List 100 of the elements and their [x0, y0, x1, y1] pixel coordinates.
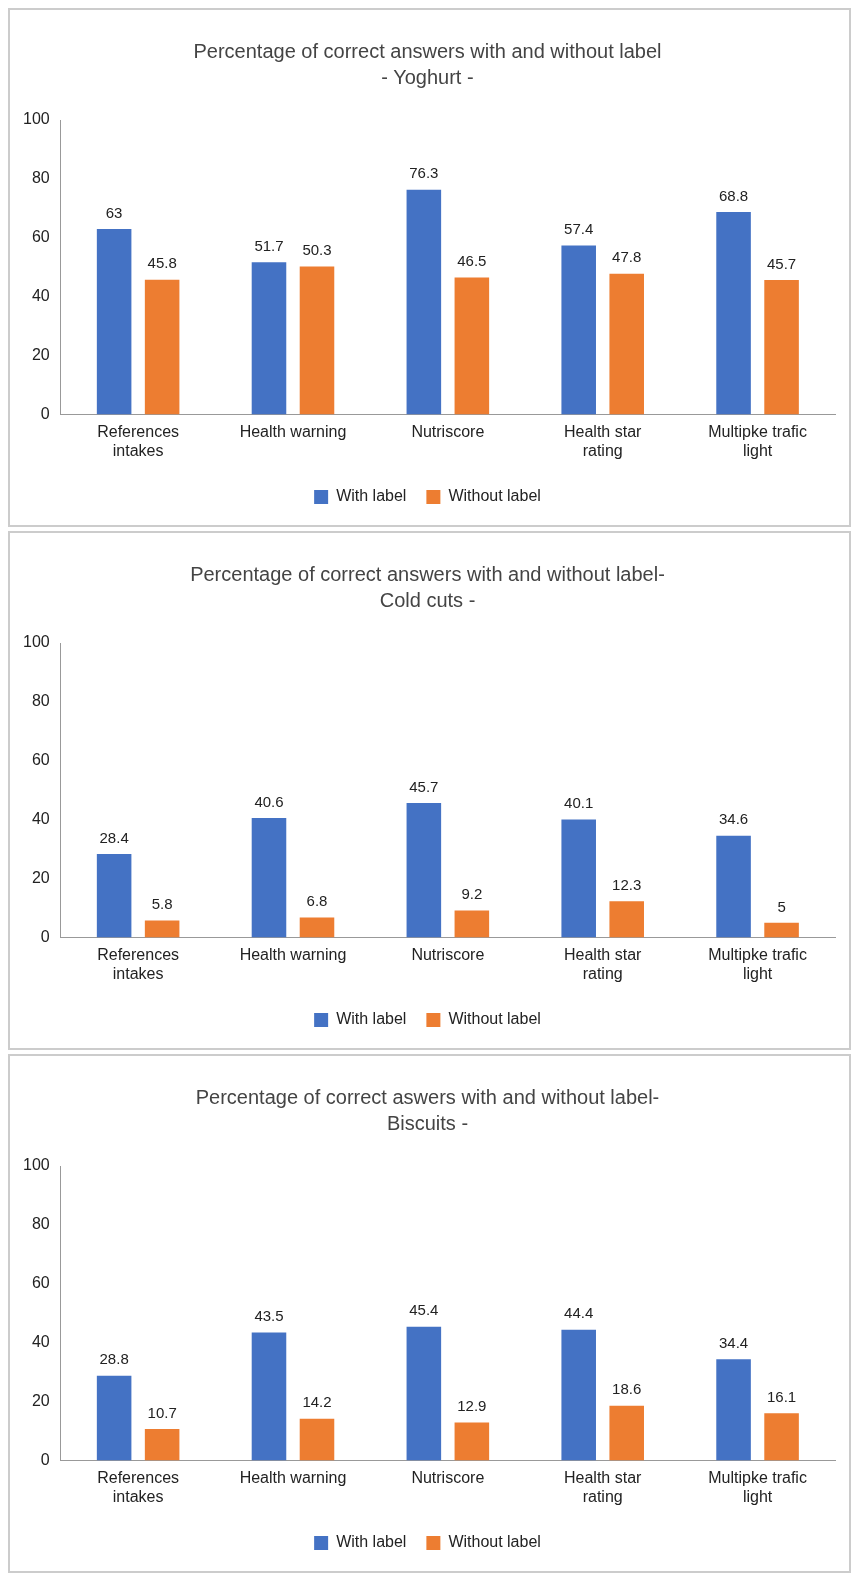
bar [609, 273, 644, 415]
legend-label: Without label [448, 1533, 541, 1551]
x-tick-label: Multipke trafic light [708, 1468, 807, 1505]
data-label: 12.9 [457, 1397, 487, 1415]
bar [764, 1413, 799, 1461]
bar [144, 920, 180, 938]
bar [454, 1422, 490, 1461]
bar [764, 279, 799, 415]
x-tick-label: Multipke trafic light [708, 422, 807, 459]
data-label: 43.5 [254, 1307, 284, 1325]
bar [561, 1329, 596, 1461]
x-tick-label: References intakes [97, 422, 180, 459]
y-tick-label: 40 [31, 810, 50, 828]
data-label: 76.3 [409, 164, 439, 182]
y-tick-label: 0 [40, 405, 50, 423]
data-label: 45.7 [409, 777, 439, 795]
chart-title: Percentage of correct answers with and without label [193, 39, 662, 62]
y-tick-label: 100 [22, 110, 50, 128]
bar [299, 1418, 335, 1461]
bar [406, 1326, 442, 1461]
bar [251, 1332, 287, 1461]
legend-label: With label [336, 1533, 407, 1551]
data-label: 40.6 [254, 792, 284, 810]
data-label: 63 [105, 203, 123, 221]
data-label: 44.4 [564, 1304, 594, 1322]
chart-title: Percentage of correct answers with and without label- [190, 562, 665, 585]
bar [764, 922, 799, 938]
data-label: 28.8 [99, 1350, 129, 1368]
y-tick-label: 40 [31, 1333, 50, 1351]
bar [454, 277, 490, 415]
data-label: 34.4 [718, 1333, 749, 1351]
data-label: 47.8 [612, 248, 642, 266]
data-label: 18.6 [612, 1380, 642, 1398]
y-tick-label: 40 [31, 287, 50, 305]
bar [454, 910, 490, 938]
legend-label: With label [336, 1010, 407, 1028]
data-label: 45.7 [766, 254, 797, 272]
y-tick-label: 0 [40, 1451, 50, 1469]
y-tick-label: 100 [22, 1156, 50, 1174]
x-tick-label: Health warning [239, 945, 347, 963]
bar [251, 817, 287, 938]
legend-label: With label [336, 487, 407, 505]
x-tick-label: Health star rating [564, 422, 643, 459]
bar [609, 1405, 644, 1461]
x-tick-label: References intakes [97, 945, 180, 982]
chart-subtitle: Cold cuts - [379, 588, 476, 611]
y-tick-label: 20 [31, 346, 50, 364]
bar [299, 266, 335, 415]
x-tick-label: Nutriscore [411, 1468, 485, 1486]
x-tick-label: Health warning [239, 1468, 347, 1486]
chart-subtitle: Biscuits - [386, 1111, 469, 1134]
data-label: 51.7 [254, 236, 284, 254]
data-label: 5 [777, 897, 786, 915]
x-tick-label: Health warning [239, 422, 347, 440]
x-tick-label: References intakes [97, 1468, 180, 1505]
y-tick-label: 20 [31, 869, 50, 887]
y-tick-label: 0 [40, 928, 50, 946]
data-label: 10.7 [147, 1403, 177, 1421]
data-label: 12.3 [612, 876, 642, 893]
bar [406, 189, 442, 415]
bar [251, 262, 287, 415]
data-label: 34.6 [718, 810, 749, 828]
y-tick-label: 100 [22, 633, 50, 651]
data-label: 14.2 [302, 1393, 332, 1411]
x-tick-label: Multipke trafic light [708, 945, 807, 982]
data-label: 68.8 [718, 186, 749, 204]
y-tick-label: 80 [31, 1215, 50, 1233]
data-label: 28.4 [99, 828, 129, 846]
bar [299, 917, 335, 938]
chart-subtitle: - Yoghurt - [381, 65, 474, 88]
x-tick-label: Nutriscore [411, 422, 485, 440]
y-tick-label: 20 [31, 1392, 50, 1410]
y-tick-label: 80 [31, 169, 50, 187]
x-tick-label: Health star rating [564, 1468, 643, 1505]
data-label: 6.8 [306, 892, 328, 910]
bar [716, 211, 751, 415]
data-label: 50.3 [302, 241, 332, 259]
y-tick-label: 60 [31, 228, 50, 246]
bar [609, 901, 644, 938]
data-label: 5.8 [151, 895, 173, 913]
data-label: 45.4 [409, 1301, 439, 1319]
data-label: 45.8 [147, 254, 177, 272]
bar [144, 1429, 180, 1461]
chart-title: Percentage of correct aswers with and without label- [195, 1085, 660, 1108]
y-tick-label: 60 [31, 1274, 50, 1292]
data-label: 16.1 [766, 1387, 797, 1405]
data-label: 40.1 [564, 794, 594, 812]
bar [716, 835, 751, 938]
bar [96, 229, 132, 415]
bar [144, 279, 180, 415]
bar [96, 853, 132, 938]
data-label: 46.5 [457, 252, 487, 270]
x-tick-label: Nutriscore [411, 945, 485, 963]
legend-label: Without label [448, 1010, 541, 1028]
y-tick-label: 60 [31, 751, 50, 769]
bar [716, 1359, 751, 1461]
bar [561, 819, 596, 938]
bar [406, 802, 442, 938]
y-tick-label: 80 [31, 692, 50, 710]
x-tick-label: Health star rating [564, 945, 643, 982]
